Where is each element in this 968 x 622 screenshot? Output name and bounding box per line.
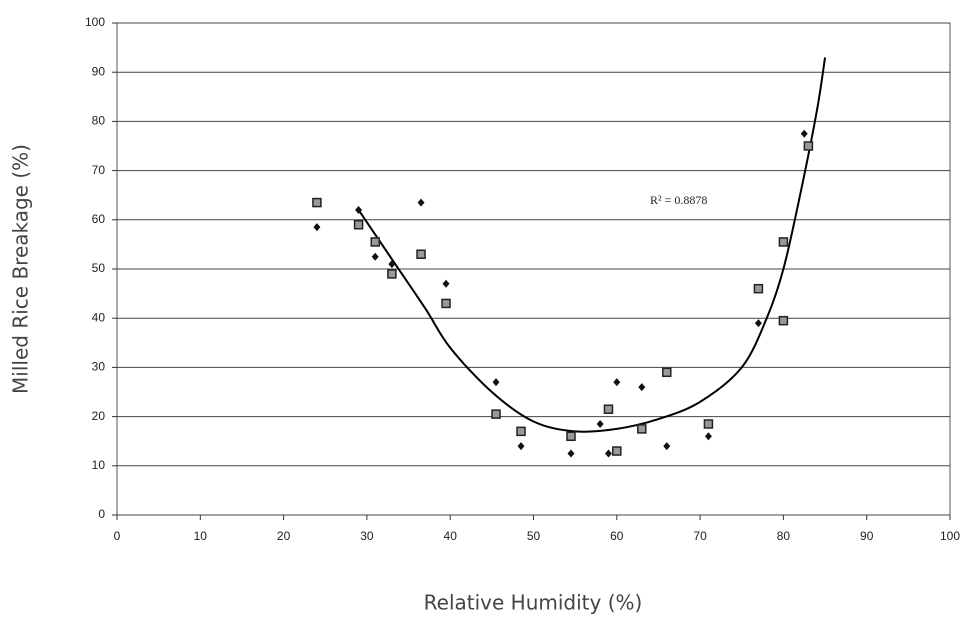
square-point (416, 249, 426, 259)
diamond-point (704, 432, 712, 441)
square-point (491, 409, 501, 419)
diamond-point (754, 319, 762, 328)
diamond-point (567, 449, 575, 458)
x-tick-label: 90 (860, 529, 874, 543)
x-tick-label: 40 (444, 529, 458, 543)
y-tick-label: 90 (92, 64, 106, 78)
y-axis-label: Milled Rice Breakage (%) (9, 144, 33, 394)
square-point (662, 367, 672, 378)
x-tick-label: 20 (277, 529, 291, 543)
square-point (603, 404, 614, 414)
y-tick-label: 0 (98, 507, 105, 521)
diamond-point (355, 205, 363, 214)
square-point (803, 141, 814, 151)
square-point (703, 419, 714, 429)
diamond-point (417, 198, 425, 207)
diamond-point (517, 442, 525, 451)
diamond-point (638, 383, 646, 392)
y-tick-label: 50 (92, 261, 106, 275)
square-point (566, 431, 576, 442)
square-point (637, 424, 647, 434)
square-point (516, 426, 526, 437)
x-tick-label: 60 (610, 529, 624, 543)
square-point (370, 237, 380, 247)
x-tick-label: 70 (693, 529, 707, 543)
diamond-point (613, 378, 621, 387)
y-tick-label: 60 (92, 212, 106, 226)
y-tick-label: 70 (92, 163, 106, 177)
x-axis-label: Relative Humidity (%) (424, 591, 643, 615)
diamond-point (388, 260, 396, 269)
x-tick-label: 80 (777, 529, 791, 543)
y-tick-label: 30 (92, 360, 106, 374)
diamond-point (596, 419, 604, 428)
y-tick-label: 40 (92, 310, 106, 324)
x-tick-label: 10 (194, 529, 208, 543)
diamond-point (492, 378, 500, 387)
y-tick-label: 100 (85, 15, 105, 29)
square-point (441, 298, 451, 309)
x-tick-label: 100 (940, 529, 960, 543)
square-point (612, 446, 622, 456)
square-point (353, 219, 364, 230)
square-point (753, 283, 764, 294)
annotation: R² = 0.8878 (650, 193, 707, 207)
y-tick-label: 80 (92, 114, 106, 128)
diamond-point (313, 223, 321, 232)
x-tick-label: 30 (360, 529, 374, 543)
square-point (387, 269, 397, 279)
diamond-point (371, 252, 379, 261)
square-point (778, 237, 789, 247)
diamond-point (604, 449, 612, 458)
trend-line (357, 57, 827, 433)
square-point (312, 197, 322, 208)
diamond-point (800, 129, 808, 138)
x-tick-label: 50 (527, 529, 541, 543)
x-tick-label: 0 (114, 529, 121, 543)
diamond-point (442, 279, 450, 288)
y-tick-label: 20 (92, 409, 106, 423)
square-point (778, 315, 789, 326)
diamond-point (663, 442, 671, 451)
y-tick-label: 10 (92, 458, 106, 472)
